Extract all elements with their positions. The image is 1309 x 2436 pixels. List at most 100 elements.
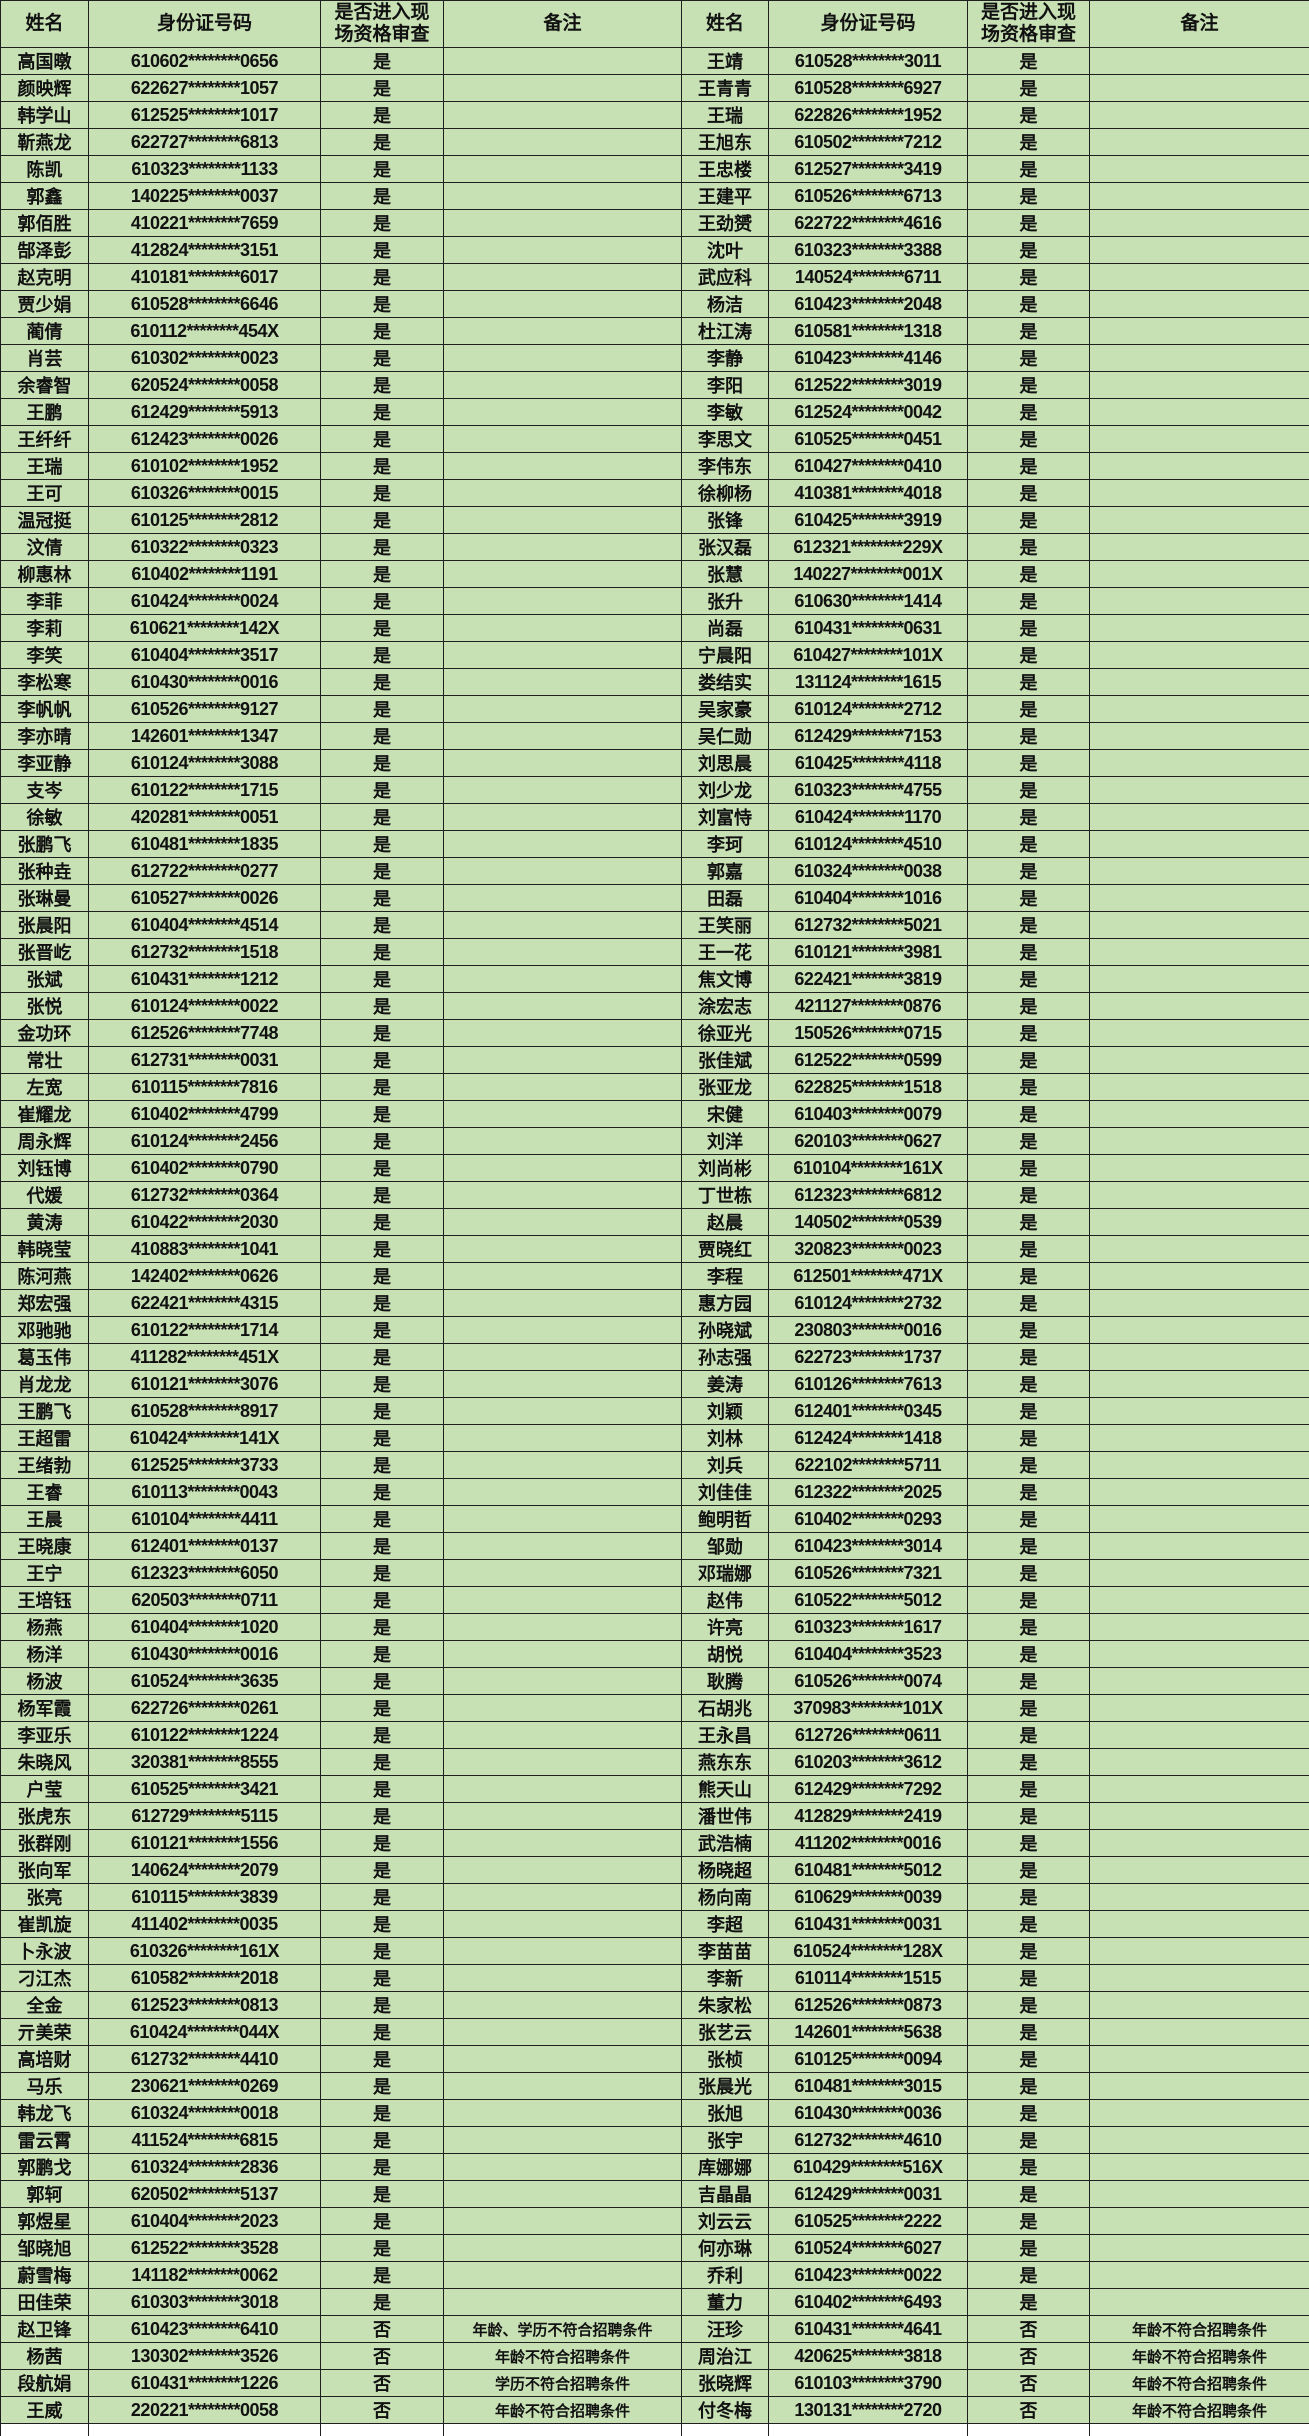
- header-row: 姓名 身份证号码 是否进入现场资格审查 备注 姓名 身份证号码 是否进入现场资格…: [1, 1, 1309, 48]
- id-cell: 610124********3088: [89, 750, 321, 777]
- remark-cell: [444, 1560, 682, 1587]
- review-cell: 是: [968, 1371, 1090, 1398]
- id-cell: 612429********7292: [769, 1776, 968, 1803]
- name-cell: 王忠楼: [682, 156, 769, 183]
- review-cell: 是: [968, 2100, 1090, 2127]
- id-cell: 612323********6812: [769, 1182, 968, 1209]
- remark-cell: [1090, 1533, 1309, 1560]
- remark-cell: [1090, 291, 1309, 318]
- review-cell: 是: [968, 1452, 1090, 1479]
- review-cell: 是: [968, 2127, 1090, 2154]
- id-cell: 410883********1041: [89, 1236, 321, 1263]
- name-cell: 吴家豪: [682, 696, 769, 723]
- name-cell: 温冠挺: [1, 507, 89, 534]
- name-cell: 宋健: [682, 1101, 769, 1128]
- review-cell: 是: [321, 2154, 444, 2181]
- review-cell: 是: [321, 804, 444, 831]
- review-cell: 是: [968, 1803, 1090, 1830]
- review-cell: 是: [321, 2127, 444, 2154]
- review-cell: 是: [321, 966, 444, 993]
- id-cell: 610424********141X: [89, 1425, 321, 1452]
- id-cell: 610402********1191: [89, 561, 321, 588]
- name-cell: 王劲赟: [682, 210, 769, 237]
- remark-cell: [444, 48, 682, 75]
- remark-cell: [444, 1911, 682, 1938]
- name-cell: 刘林: [682, 1425, 769, 1452]
- name-cell: 李伟东: [682, 453, 769, 480]
- name-cell: 郭嘉: [682, 858, 769, 885]
- review-cell: 是: [968, 1641, 1090, 1668]
- id-cell: 420625********3818: [769, 2343, 968, 2370]
- id-cell: 610427********0410: [769, 453, 968, 480]
- review-cell: 是: [321, 1290, 444, 1317]
- name-cell: 赵晨: [682, 1209, 769, 1236]
- id-cell: 610423********2048: [769, 291, 968, 318]
- name-cell: 张亮: [1, 1884, 89, 1911]
- name-cell: 张旭: [682, 2100, 769, 2127]
- remark-cell: [1090, 696, 1309, 723]
- empty-cell: [321, 2424, 444, 2436]
- id-cell: 610102********1952: [89, 453, 321, 480]
- id-cell: 612423********0026: [89, 426, 321, 453]
- remark-cell: [444, 534, 682, 561]
- name-cell: 常壮: [1, 1047, 89, 1074]
- remark-cell: [444, 2208, 682, 2235]
- id-cell: 610425********3919: [769, 507, 968, 534]
- review-cell: 是: [321, 993, 444, 1020]
- name-cell: 徐亚光: [682, 1020, 769, 1047]
- name-cell: 杨军霞: [1, 1695, 89, 1722]
- remark-cell: [1090, 102, 1309, 129]
- id-cell: 610122********1714: [89, 1317, 321, 1344]
- remark-cell: [1090, 588, 1309, 615]
- review-cell: 是: [321, 237, 444, 264]
- id-cell: 610121********3981: [769, 939, 968, 966]
- remark-cell: [444, 2154, 682, 2181]
- review-cell: 是: [321, 1398, 444, 1425]
- name-cell: 郭轲: [1, 2181, 89, 2208]
- name-cell: 王晨: [1, 1506, 89, 1533]
- name-cell: 王可: [1, 480, 89, 507]
- id-cell: 610404********3523: [769, 1641, 968, 1668]
- name-cell: 韩学山: [1, 102, 89, 129]
- id-cell: 622102********5711: [769, 1452, 968, 1479]
- name-cell: 许亮: [682, 1614, 769, 1641]
- review-cell: 是: [321, 1992, 444, 2019]
- review-cell: 是: [321, 885, 444, 912]
- id-cell: 140502********0539: [769, 1209, 968, 1236]
- remark-cell: [1090, 183, 1309, 210]
- name-cell: 朱晓风: [1, 1749, 89, 1776]
- id-cell: 140624********2079: [89, 1857, 321, 1884]
- remark-cell: [444, 561, 682, 588]
- remark-cell: [444, 1047, 682, 1074]
- remark-cell: [1090, 1506, 1309, 1533]
- id-cell: 610431********1226: [89, 2370, 321, 2397]
- name-cell: 孙晓斌: [682, 1317, 769, 1344]
- review-cell: 是: [321, 183, 444, 210]
- name-cell: 王建平: [682, 183, 769, 210]
- review-cell: 是: [321, 1128, 444, 1155]
- review-cell: 是: [321, 264, 444, 291]
- name-cell: 葛玉伟: [1, 1344, 89, 1371]
- remark-cell: [1090, 1398, 1309, 1425]
- name-cell: 张亚龙: [682, 1074, 769, 1101]
- name-cell: 杨晓超: [682, 1857, 769, 1884]
- remark-cell: [1090, 318, 1309, 345]
- review-cell: 是: [968, 1425, 1090, 1452]
- review-cell: 是: [968, 129, 1090, 156]
- name-cell: 张向军: [1, 1857, 89, 1884]
- remark-cell: [1090, 1344, 1309, 1371]
- name-cell: 郭鹏戈: [1, 2154, 89, 2181]
- name-cell: 张宇: [682, 2127, 769, 2154]
- id-cell: 140227********001X: [769, 561, 968, 588]
- id-cell: 612526********7748: [89, 1020, 321, 1047]
- remark-cell: [1090, 1128, 1309, 1155]
- remark-cell: [1090, 264, 1309, 291]
